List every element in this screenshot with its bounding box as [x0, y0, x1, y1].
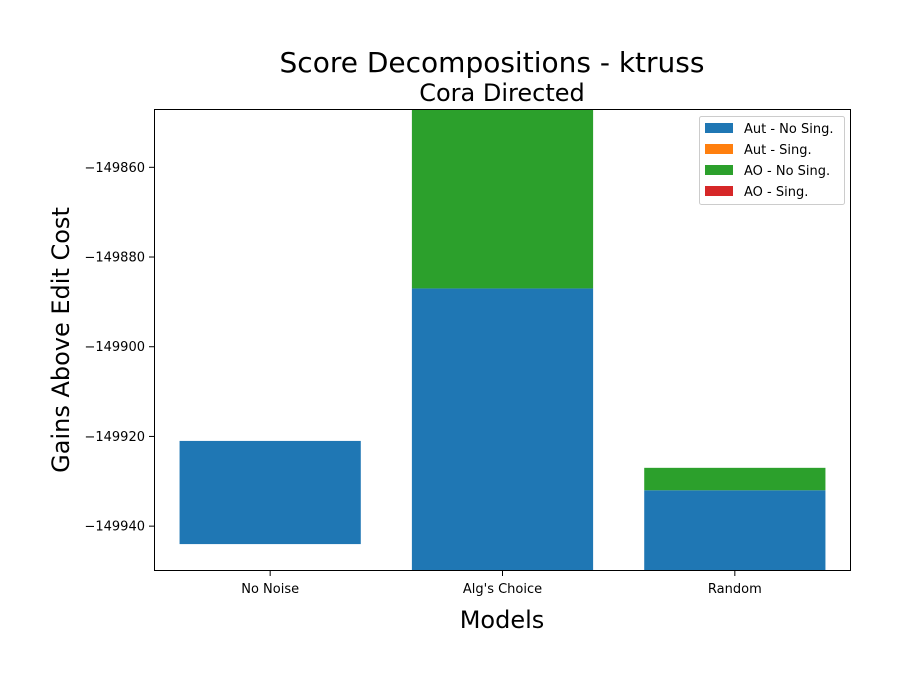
y-tick-label: −149900 [84, 340, 145, 355]
bar-no-noise-aut-no-sing [179, 440, 361, 545]
plot-area [154, 109, 851, 571]
y-tick-label: −149940 [84, 520, 145, 535]
x-axis-ticks: No Noise Alg's Choice Random [241, 571, 762, 597]
legend-swatch-aut-sing [705, 144, 733, 154]
legend-label-ao-no-sing: AO - No Sing. [744, 164, 830, 179]
bar-alg-s-choice-aut-no-sing [411, 288, 594, 571]
x-tick-label: Random [708, 582, 762, 597]
legend-label-ao-sing: AO - Sing. [744, 185, 808, 200]
legend-swatch-ao-sing [705, 186, 733, 196]
plot-frame [154, 109, 851, 571]
legend-label-aut-sing: Aut - Sing. [744, 143, 812, 158]
x-tick-label: Alg's Choice [463, 582, 542, 597]
bar-alg-s-choice-ao-no-sing [411, 109, 594, 289]
y-axis-label: Gains Above Edit Cost [47, 207, 75, 473]
y-axis-ticks: −149860 −149880 −149900 −149920 −149940 [84, 161, 154, 535]
legend-label-aut-no-sing: Aut - No Sing. [744, 122, 833, 137]
legend-swatch-aut-no-sing [705, 123, 733, 133]
y-tick-label: −149880 [84, 251, 145, 266]
legend: Aut - No Sing. Aut - Sing. AO - No Sing. AO… [699, 116, 845, 205]
legend-swatch-ao-no-sing [705, 165, 733, 175]
x-axis-label: Models [460, 606, 545, 634]
y-tick-label: −149860 [84, 161, 145, 176]
chart-title: Score Decompositions - ktruss [280, 46, 705, 79]
x-tick-label: No Noise [241, 582, 299, 597]
legend-frame [699, 116, 845, 205]
bar-random-ao-no-sing [644, 467, 826, 491]
y-tick-label: −149920 [84, 430, 145, 445]
bar-random-aut-no-sing [644, 490, 826, 571]
chart-subtitle: Cora Directed [419, 79, 585, 107]
